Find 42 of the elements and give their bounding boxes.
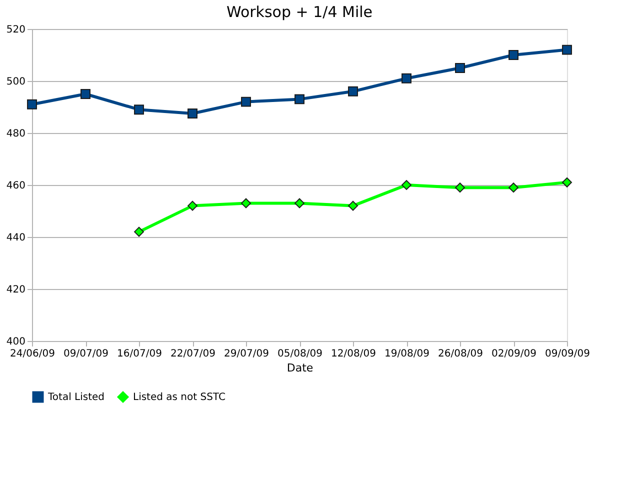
chart-title: Worksop + 1/4 Mile (226, 3, 373, 21)
y-tick-label: 500 (6, 76, 26, 88)
point (241, 96, 251, 107)
y-tick-label: 440 (6, 232, 26, 244)
y-tick-label: 460 (6, 180, 26, 192)
x-tick-label: 16/07/09 (117, 348, 162, 360)
x-tick-label: 09/07/09 (64, 348, 108, 360)
legend-label: Total Listed (47, 392, 105, 403)
point (241, 198, 251, 208)
x-tick-label: 09/09/09 (545, 348, 590, 360)
x-tick-label: 12/08/09 (331, 348, 376, 360)
y-tick-label: 420 (6, 284, 26, 296)
point (294, 198, 304, 208)
point (562, 44, 572, 55)
point (508, 182, 518, 193)
y-tick-label: 520 (6, 24, 26, 36)
point (562, 177, 572, 188)
point (134, 226, 144, 237)
point (455, 63, 465, 73)
point (455, 182, 465, 193)
point (188, 200, 198, 211)
point (348, 86, 358, 96)
point (27, 99, 37, 110)
x-tick-label: 26/08/09 (438, 348, 483, 360)
y-tick-label: 400 (6, 336, 26, 348)
x-tick-label: 29/07/09 (224, 348, 269, 360)
point (508, 50, 518, 60)
x-tick-label: 24/06/09 (10, 348, 55, 360)
x-tick-label: 02/09/09 (492, 348, 536, 360)
y-tick-label: 480 (6, 128, 26, 140)
point (80, 89, 90, 99)
legend-label: Listed as not SSTC (133, 392, 226, 403)
point (402, 73, 412, 84)
point (188, 108, 198, 118)
x-tick-label: 05/08/09 (278, 348, 322, 360)
x-tick-label: 22/07/09 (170, 348, 216, 360)
point (294, 94, 304, 104)
point (402, 180, 412, 190)
x-axis-title: Date (286, 362, 314, 374)
point (348, 200, 358, 211)
point (134, 104, 144, 115)
x-tick-label: 19/08/09 (384, 348, 430, 360)
